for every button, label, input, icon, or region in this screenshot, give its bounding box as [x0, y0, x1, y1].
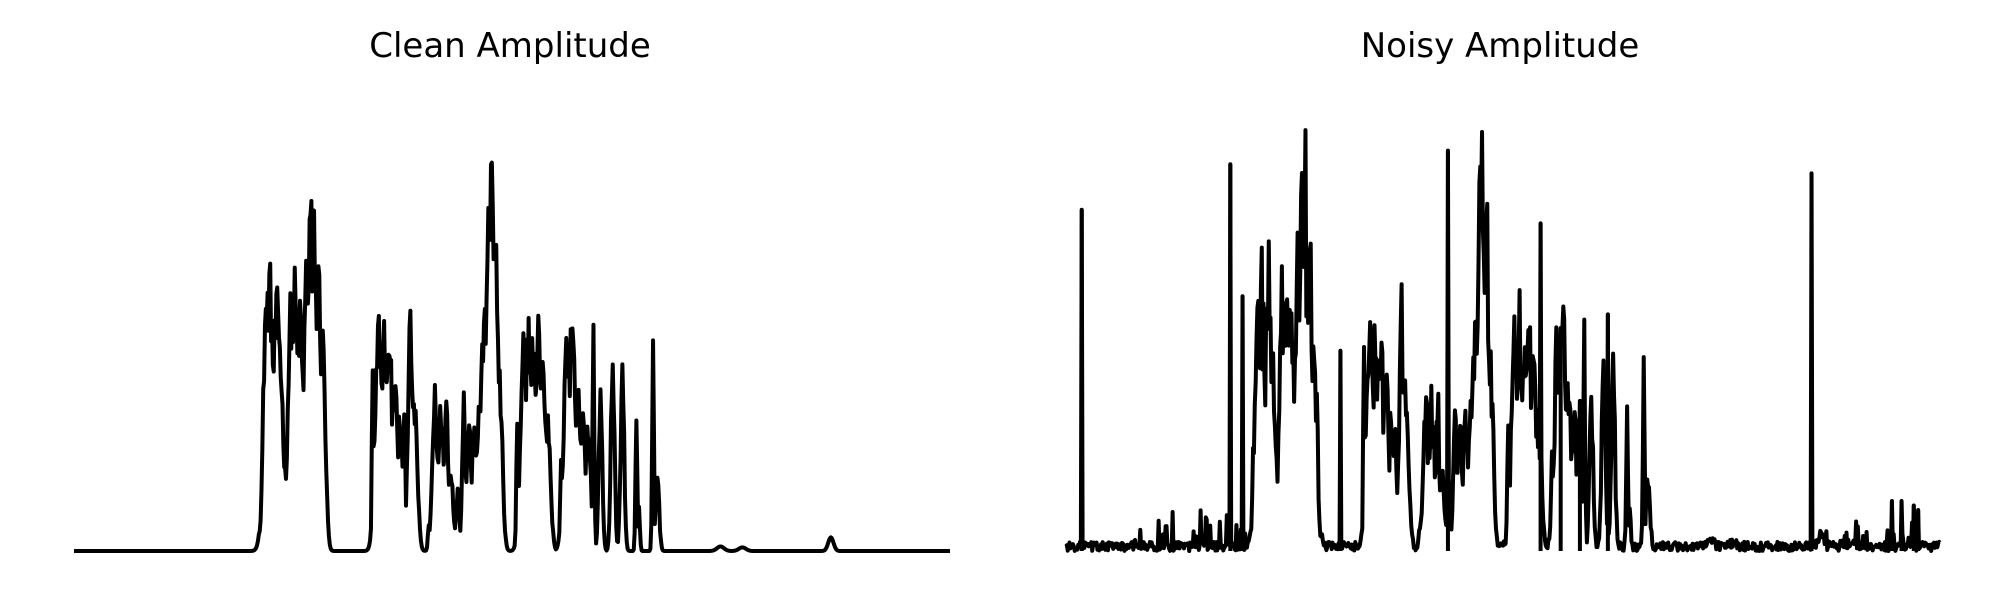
clean-amplitude-panel: Clean Amplitude: [72, 26, 952, 553]
clean-amplitude-title: Clean Amplitude: [369, 26, 651, 66]
clean-amplitude-plot: [72, 160, 952, 553]
clean-amplitude-series-line: [72, 160, 952, 553]
noisy-amplitude-series-line: [1064, 128, 1942, 553]
noisy-amplitude-panel: Noisy Amplitude: [1064, 26, 1942, 553]
noisy-amplitude-plot: [1064, 128, 1942, 553]
noisy-amplitude-title: Noisy Amplitude: [1361, 26, 1640, 66]
